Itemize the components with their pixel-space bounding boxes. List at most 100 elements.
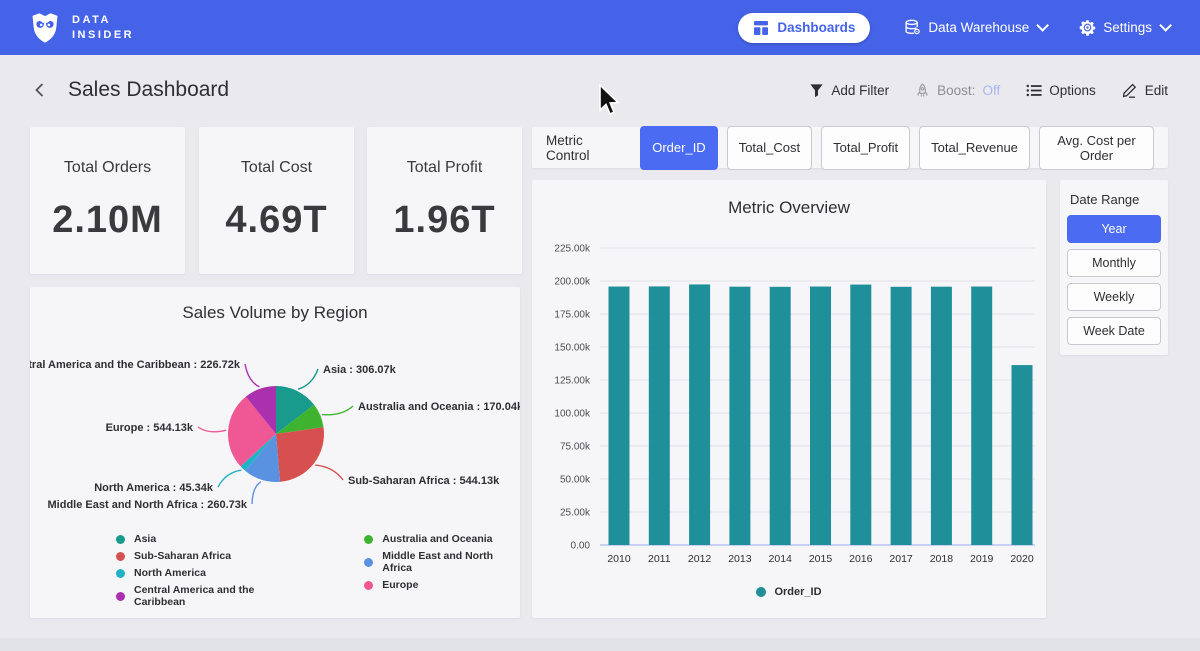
bar-chart-legend[interactable]: Order_ID: [532, 586, 1046, 598]
filter-funnel-icon: [809, 83, 824, 98]
y-axis-tick-label: 175.00k: [554, 310, 591, 321]
dashboards-grid-icon: [753, 20, 769, 36]
metric-button-avg-cost-per-order[interactable]: Avg. Cost per Order: [1039, 126, 1154, 170]
date-range-label: Date Range: [1070, 192, 1161, 207]
metric-button-total-profit[interactable]: Total_Profit: [821, 126, 910, 170]
x-axis-tick-label: 2010: [607, 553, 631, 565]
back-arrow-icon[interactable]: [32, 82, 48, 98]
legend-dot: [116, 535, 125, 544]
kpi-value: 1.96T: [393, 199, 495, 242]
metric-button-order-id[interactable]: Order_ID: [640, 126, 717, 170]
legend-label: Sub-Saharan Africa: [134, 550, 231, 562]
chevron-down-icon: [1159, 19, 1172, 32]
y-axis-tick-label: 25.00k: [560, 508, 591, 519]
legend-label: Order_ID: [774, 586, 821, 598]
page-header: Sales Dashboard Add Filter Boost:Off Opt…: [0, 55, 1200, 125]
pie-legend-item-asia[interactable]: Asia: [116, 533, 302, 545]
bar-2016[interactable]: [850, 285, 871, 545]
kpi-value: 4.69T: [225, 199, 327, 242]
y-axis-tick-label: 125.00k: [554, 376, 591, 387]
nav-settings[interactable]: Settings: [1079, 19, 1168, 36]
x-axis-tick-label: 2011: [648, 553, 671, 565]
nav-dashboards-label: Dashboards: [777, 20, 855, 35]
x-axis-tick-label: 2019: [970, 553, 994, 565]
pie-legend-item-north-america[interactable]: North America: [116, 567, 302, 579]
metric-overview-chart-card: Metric Overview 0.0025.00k50.00k75.00k10…: [532, 180, 1046, 618]
date-range-button-year[interactable]: Year: [1067, 215, 1161, 243]
legend-dot: [116, 552, 125, 561]
legend-dot: [116, 569, 125, 578]
legend-dot: [756, 587, 766, 597]
date-range-panel: Date Range Year Monthly Weekly Week Date: [1060, 180, 1168, 355]
pie-slice-sub-saharan-africa[interactable]: [276, 427, 324, 482]
pie-chart-legend: Asia Sub-Saharan Africa North America Ce…: [116, 533, 520, 608]
bar-2012[interactable]: [689, 284, 710, 545]
date-range-button-week-date[interactable]: Week Date: [1067, 317, 1161, 345]
kpi-card-total-orders: Total Orders 2.10M: [30, 127, 185, 274]
bottom-strip: [0, 638, 1200, 651]
bar-2013[interactable]: [729, 287, 750, 545]
options-button[interactable]: Options: [1026, 83, 1096, 98]
bar-2017[interactable]: [891, 287, 912, 545]
legend-dot: [116, 592, 125, 601]
bar-2010[interactable]: [609, 287, 630, 545]
x-axis-tick-label: 2015: [809, 553, 833, 565]
legend-label: Middle East and North Africa: [382, 550, 520, 574]
nav-dashboards-button[interactable]: Dashboards: [738, 13, 870, 43]
brand-logo[interactable]: DATA INSIDER: [28, 11, 134, 45]
legend-dot: [364, 558, 373, 567]
kpi-label: Total Profit: [407, 159, 483, 177]
x-axis-tick-label: 2016: [849, 553, 873, 565]
pie-slice-label: Central America and the Caribbean : 226.…: [30, 359, 241, 371]
y-axis-tick-label: 150.00k: [554, 343, 591, 354]
pie-legend-item-middle-east-and-north-africa[interactable]: Middle East and North Africa: [364, 550, 520, 574]
gear-icon: [1079, 19, 1096, 36]
boost-toggle[interactable]: Boost:Off: [915, 83, 1000, 98]
bar-2019[interactable]: [971, 287, 992, 545]
y-axis-tick-label: 200.00k: [554, 277, 591, 288]
page-title: Sales Dashboard: [68, 78, 229, 102]
pie-legend-item-central-america-and-the-caribbean[interactable]: Central America and the Caribbean: [116, 584, 302, 608]
metric-button-total-cost[interactable]: Total_Cost: [727, 126, 812, 170]
bar-2014[interactable]: [770, 287, 791, 545]
legend-dot: [364, 581, 373, 590]
rocket-icon: [915, 83, 930, 98]
x-axis-tick-label: 2018: [930, 553, 954, 565]
add-filter-button[interactable]: Add Filter: [809, 83, 889, 98]
nav-data-warehouse-label: Data Warehouse: [928, 20, 1029, 35]
edit-button[interactable]: Edit: [1122, 82, 1168, 98]
date-range-button-weekly[interactable]: Weekly: [1067, 283, 1161, 311]
kpi-value: 2.10M: [52, 199, 163, 242]
pie-legend-item-sub-saharan-africa[interactable]: Sub-Saharan Africa: [116, 550, 302, 562]
metric-button-total-revenue[interactable]: Total_Revenue: [919, 126, 1030, 170]
pie-legend-item-australia-and-oceania[interactable]: Australia and Oceania: [364, 533, 520, 545]
metric-control-label: Metric Control: [546, 133, 626, 163]
pie-legend-item-europe[interactable]: Europe: [364, 579, 520, 591]
bar-2018[interactable]: [931, 287, 952, 545]
nav-data-warehouse[interactable]: Data Warehouse: [904, 19, 1045, 36]
pie-leader-line: [252, 482, 261, 504]
bar-2020[interactable]: [1012, 365, 1033, 545]
pie-slice-label: Middle East and North Africa : 260.73k: [48, 499, 248, 511]
database-icon: [904, 19, 921, 36]
pie-slice-label: Europe : 544.13k: [106, 422, 194, 434]
legend-label: North America: [134, 567, 206, 579]
legend-label: Australia and Oceania: [382, 533, 492, 545]
options-list-icon: [1026, 83, 1042, 98]
bar-2015[interactable]: [810, 287, 831, 545]
pie-leader-line: [218, 470, 241, 487]
legend-label: Central America and the Caribbean: [134, 584, 302, 608]
legend-dot: [364, 535, 373, 544]
metric-buttons-group: Order_IDTotal_CostTotal_ProfitTotal_Reve…: [640, 126, 1154, 170]
pie-leader-line: [198, 427, 226, 432]
pie-slice-label: Australia and Oceania : 170.04k: [358, 401, 520, 413]
kpi-label: Total Cost: [241, 159, 312, 177]
x-axis-tick-label: 2017: [889, 553, 913, 565]
sales-volume-pie-card: Sales Volume by Region Asia : 306.07kAus…: [30, 287, 520, 618]
y-axis-tick-label: 100.00k: [554, 409, 591, 420]
x-axis-tick-label: 2014: [769, 553, 793, 565]
edit-pencil-icon: [1122, 82, 1138, 98]
date-range-button-monthly[interactable]: Monthly: [1067, 249, 1161, 277]
pie-slice-label: North America : 45.34k: [94, 482, 214, 494]
bar-2011[interactable]: [649, 286, 670, 545]
